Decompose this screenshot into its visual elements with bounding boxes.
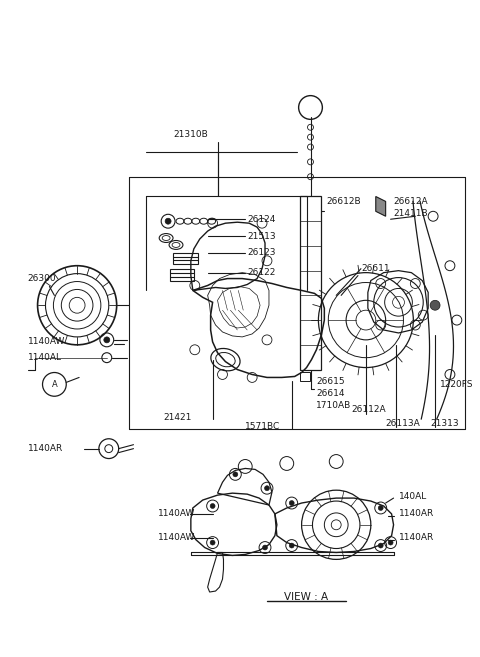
Text: 26612B: 26612B: [326, 197, 361, 206]
Circle shape: [289, 501, 294, 505]
Text: 21421: 21421: [163, 413, 192, 422]
Text: 21313: 21313: [430, 419, 459, 428]
Text: VIEW : A: VIEW : A: [285, 592, 329, 602]
Text: 1140AW: 1140AW: [158, 533, 195, 542]
Text: 26612A: 26612A: [394, 197, 428, 206]
Text: 26300: 26300: [28, 274, 56, 283]
Circle shape: [430, 300, 440, 310]
Text: 1140AR: 1140AR: [398, 509, 434, 518]
Text: 1140AR: 1140AR: [28, 444, 63, 453]
Text: 26122: 26122: [247, 268, 276, 277]
Text: 1140AW: 1140AW: [158, 509, 195, 518]
Text: 21310B: 21310B: [173, 129, 208, 139]
Circle shape: [388, 540, 393, 545]
Text: 26615: 26615: [316, 377, 345, 386]
Text: 21411B: 21411B: [394, 209, 428, 218]
Text: 26123: 26123: [247, 248, 276, 258]
Text: 26113A: 26113A: [385, 419, 420, 428]
Text: 26112A: 26112A: [351, 405, 385, 414]
Circle shape: [289, 543, 294, 548]
Text: A: A: [51, 380, 57, 389]
Circle shape: [210, 540, 215, 545]
Text: 26124: 26124: [247, 215, 276, 224]
Text: 26614: 26614: [316, 389, 345, 397]
Text: 1220FS: 1220FS: [440, 380, 474, 389]
Polygon shape: [376, 196, 385, 216]
Circle shape: [104, 337, 110, 343]
Text: 140AL: 140AL: [398, 491, 427, 501]
Circle shape: [210, 503, 215, 509]
Circle shape: [378, 505, 383, 510]
Text: 21513: 21513: [247, 231, 276, 240]
Text: 1571BC: 1571BC: [245, 422, 280, 432]
Circle shape: [378, 543, 383, 548]
Text: 1140AR: 1140AR: [398, 533, 434, 542]
Circle shape: [165, 218, 171, 224]
Text: 26611: 26611: [361, 264, 390, 273]
Circle shape: [264, 486, 269, 491]
Circle shape: [263, 545, 267, 550]
Text: 1140AL: 1140AL: [28, 353, 62, 362]
Circle shape: [233, 472, 238, 477]
Text: 1140AW: 1140AW: [28, 337, 65, 346]
Text: 1710AB: 1710AB: [316, 401, 352, 409]
